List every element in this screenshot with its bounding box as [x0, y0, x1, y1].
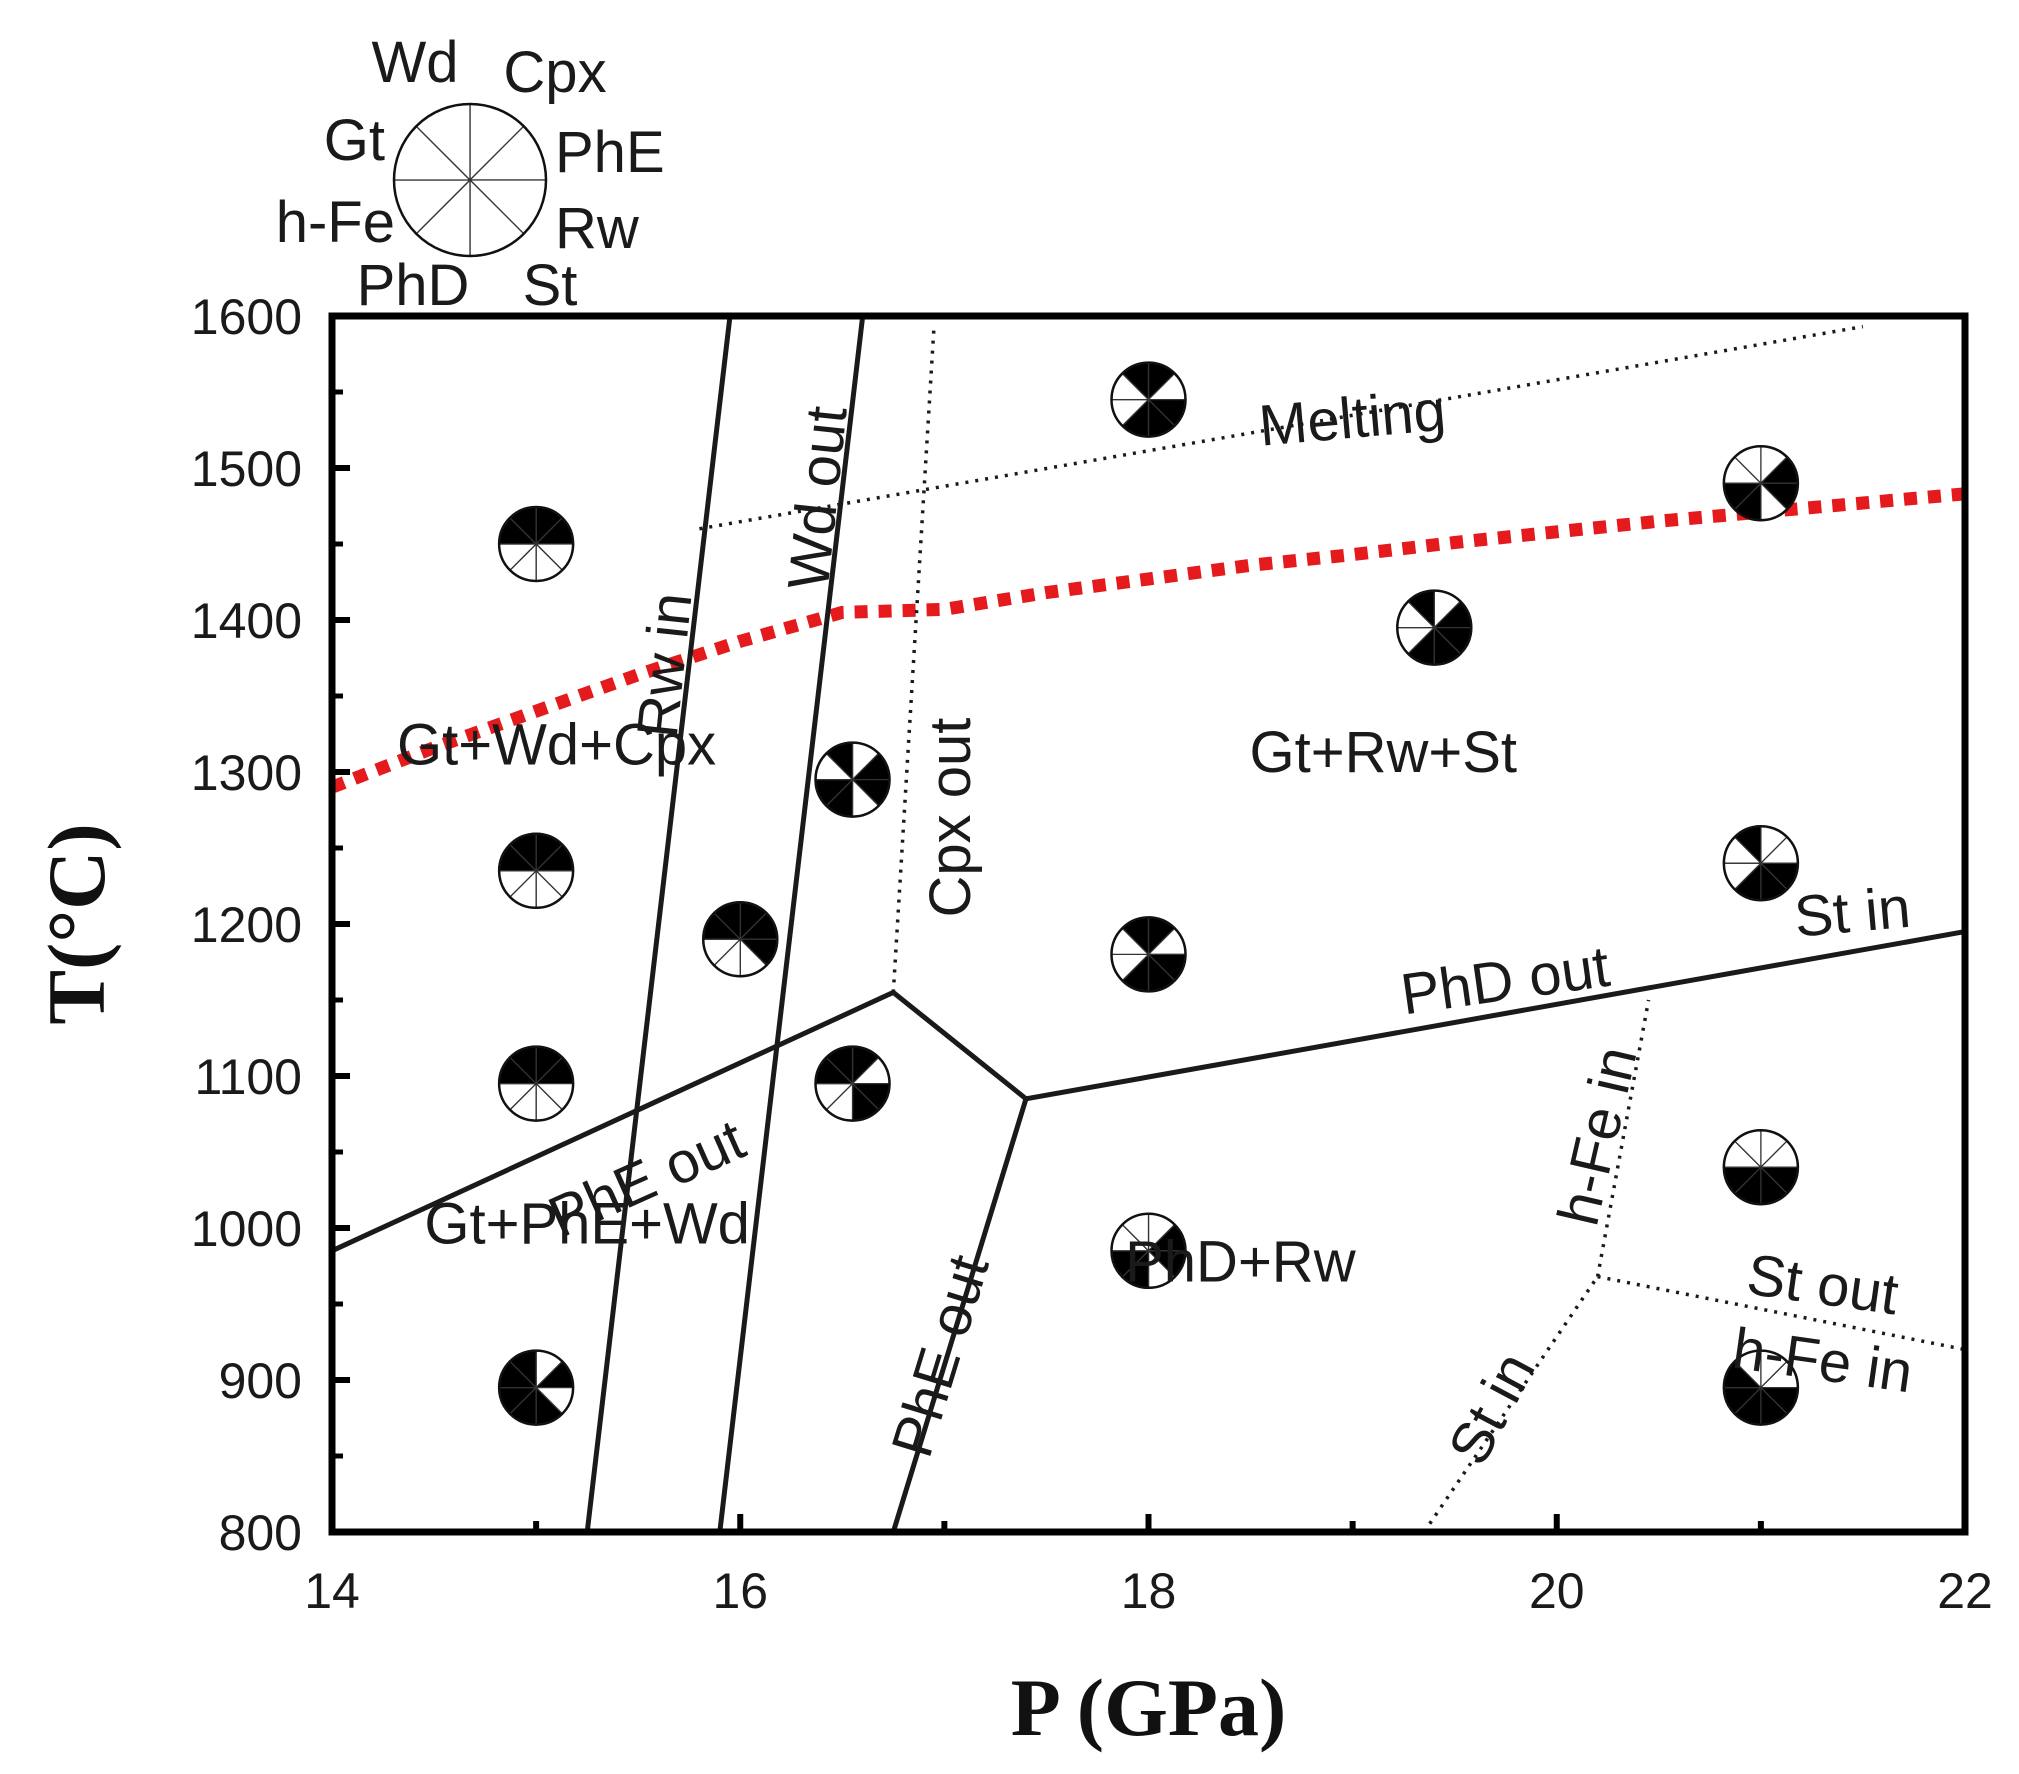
legend-label-gt: Gt	[324, 108, 385, 173]
glyph-rim	[1722, 444, 1800, 522]
melting-boundary-line	[699, 324, 1864, 531]
experiment-point	[497, 832, 575, 910]
glyph-rim	[1110, 361, 1187, 438]
y-tick-label: 1000	[191, 1201, 302, 1257]
glyph-rim	[814, 1045, 891, 1122]
segment-boundary-line	[891, 990, 1028, 1101]
legend-label-h-fe: h-Fe	[276, 190, 395, 255]
field-gt-rw-st-label: Gt+Rw+St	[1249, 720, 1517, 785]
glyph-rim	[497, 1045, 575, 1122]
y-tick-label: 1200	[191, 897, 302, 953]
field-gt-phe-wd-label: Gt+PhE+Wd	[424, 1191, 750, 1256]
x-tick-label: 18	[1121, 1563, 1177, 1619]
solidus-red-curve	[332, 487, 1965, 794]
experiment-point	[497, 505, 575, 583]
x-tick-label: 20	[1529, 1563, 1585, 1619]
experiment-point	[1110, 361, 1187, 438]
phe-out-boundary-line	[330, 990, 895, 1254]
field-gt-wd-cpx-label: Gt+Wd+Cpx	[397, 713, 716, 778]
solidus-curve-layer	[332, 487, 1965, 794]
y-tick-label: 1600	[191, 289, 302, 345]
experiment-point	[1722, 1128, 1800, 1206]
experiment-point	[1722, 824, 1800, 902]
glyph-rim	[1722, 824, 1800, 902]
glyph-rim	[814, 741, 891, 818]
glyph-rim	[392, 102, 548, 258]
x-tick-label: 22	[1937, 1563, 1993, 1619]
legend-label-cpx: Cpx	[503, 40, 606, 105]
experiment-point	[814, 1045, 891, 1122]
y-tick-label: 800	[219, 1505, 302, 1561]
melting-label: Melting	[1256, 378, 1448, 459]
st-in-label: St in	[1792, 875, 1913, 950]
experiment-point	[1396, 589, 1473, 666]
st-out-label: St out	[1743, 1242, 1902, 1327]
legend-label-phd: PhD	[357, 253, 470, 318]
phase-boundaries	[330, 315, 1966, 1533]
axis-ticks: 14 16 18 20 22 800 900 1000 1100 1200 1300 1400 1500…	[191, 289, 1993, 1619]
y-axis-title: T(°C)	[31, 823, 122, 1024]
rw-in-label: Rw in	[625, 590, 705, 741]
y-tick-label: 900	[219, 1353, 302, 1409]
phe-out-boundary-line	[890, 1098, 1029, 1533]
y-tick-label: 1100	[194, 1049, 302, 1105]
x-tick-label: 16	[712, 1563, 768, 1619]
experiment-point	[702, 900, 779, 978]
legend-label-rw: Rw	[555, 196, 640, 261]
legend-label-phe: PhE	[555, 120, 665, 185]
experiment-point	[1110, 916, 1187, 993]
glyph-rim	[497, 505, 575, 583]
glyph-rim	[1722, 1128, 1800, 1206]
legend-label-st: St	[523, 253, 578, 318]
glyph-rim	[1110, 916, 1187, 993]
experiment-point	[1722, 444, 1800, 522]
glyph-rim	[702, 900, 779, 978]
rw-in-boundary-line	[584, 315, 733, 1533]
wd-out-label: Wd out	[776, 403, 860, 593]
h-fe-in-label: h-Fe in	[1546, 1041, 1650, 1232]
glyph-rim	[1110, 1212, 1187, 1290]
x-axis-title: P (GPa)	[1011, 1662, 1287, 1753]
y-tick-label: 1500	[191, 441, 302, 497]
phe-out-label: PhE out	[879, 1248, 1001, 1464]
experiment-point	[497, 1349, 575, 1426]
y-tick-label: 1300	[191, 745, 302, 801]
experiment-point	[497, 1045, 575, 1122]
legend-label-wd: Wd	[372, 30, 459, 95]
phd-out-label: PhD out	[1397, 934, 1614, 1028]
experiment-point	[814, 741, 891, 818]
st-out-h-fe-in-boundary-line	[1597, 1274, 1965, 1352]
legend-glyph	[392, 102, 548, 258]
x-tick-label: 14	[304, 1563, 360, 1619]
experiment-point	[1722, 1349, 1800, 1426]
st-in-boundary-line	[1422, 1275, 1600, 1532]
st-in-label: St in	[1436, 1342, 1548, 1475]
glyph-rim	[497, 1349, 575, 1426]
experiment-points	[497, 361, 1800, 1426]
field-phd-rw-label: PhD+Rw	[1125, 1229, 1357, 1294]
glyph-rim	[1396, 589, 1473, 666]
experiment-point	[1110, 1212, 1187, 1290]
y-tick-label: 1400	[191, 593, 302, 649]
cpx-out-label: Cpx out	[918, 718, 983, 918]
wd-out-boundary-line	[717, 315, 866, 1533]
phd-out-boundary-line	[1025, 929, 1966, 1102]
h-fe-in-boundary-line	[1595, 999, 1651, 1277]
cpx-out-boundary-line	[891, 323, 936, 993]
chart-annotations: P (GPa) T(°C) Melting Rw in Wd out Cpx out PhE…	[31, 378, 1917, 1753]
glyph-rim	[497, 832, 575, 910]
glyph-rim	[1722, 1349, 1800, 1426]
